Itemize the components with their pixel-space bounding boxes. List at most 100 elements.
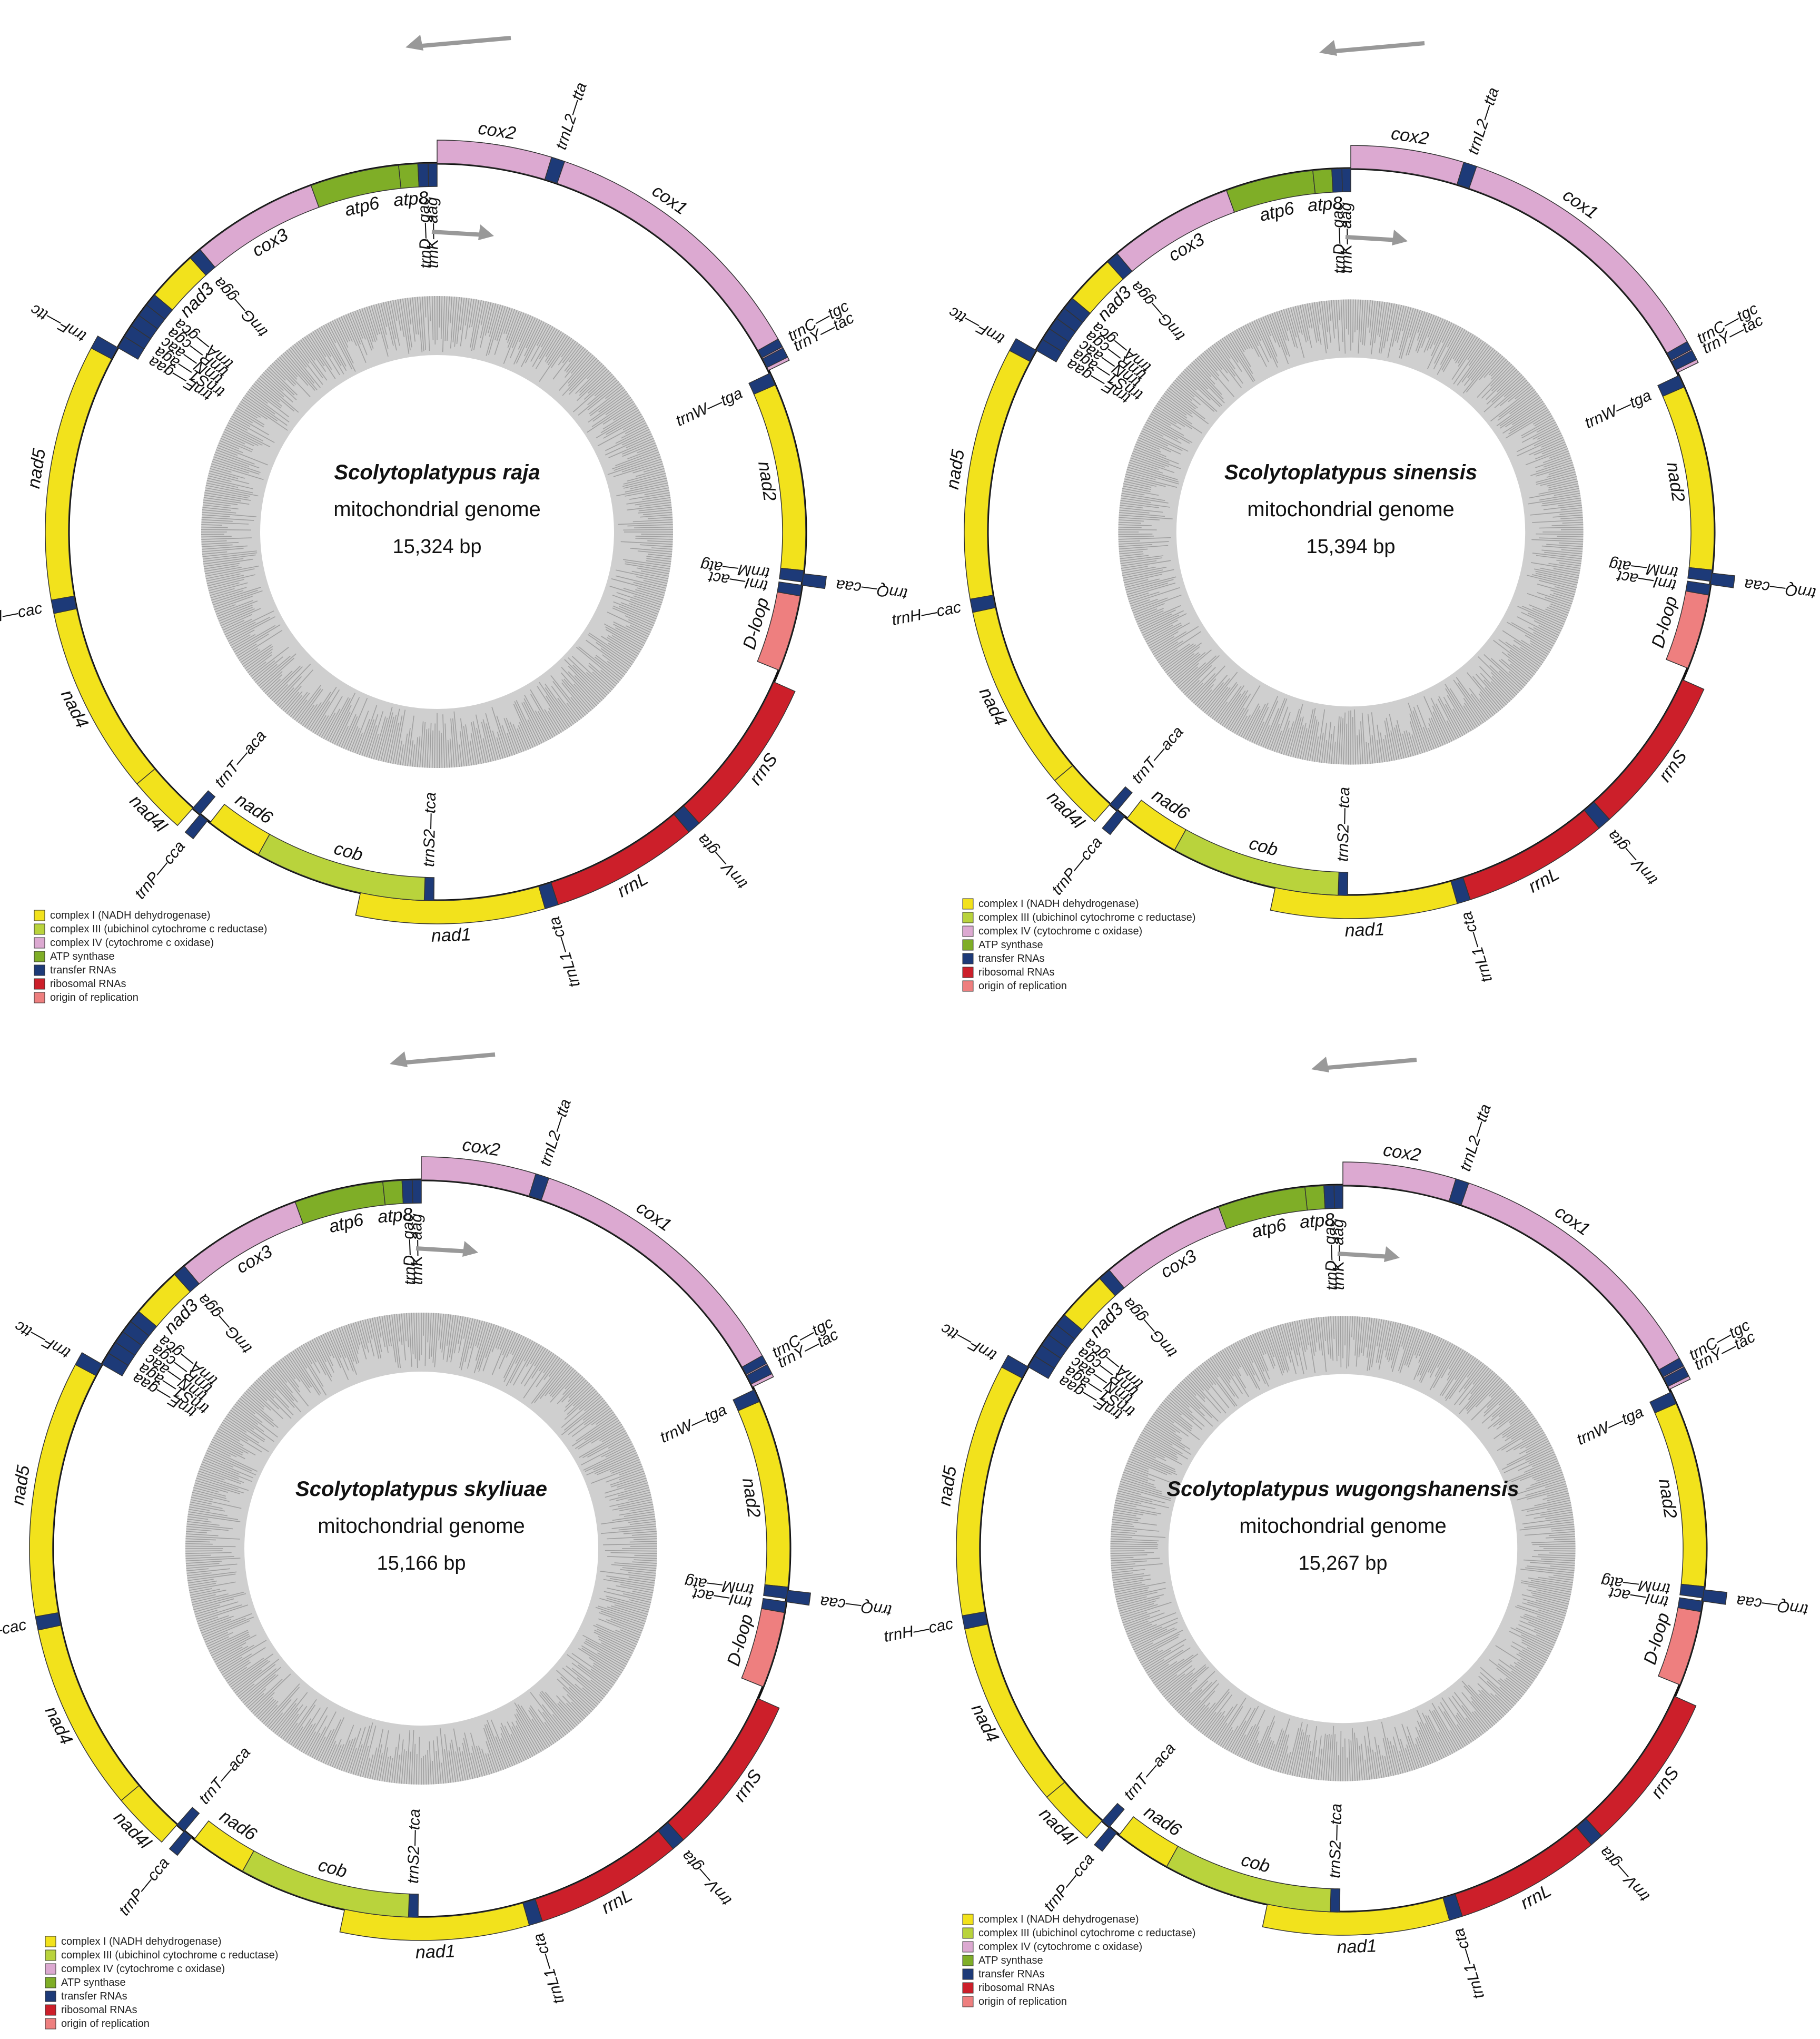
- species-name: Scolytoplatypus sinensis: [1224, 461, 1477, 484]
- gene-label: trnG—gga: [1127, 278, 1189, 344]
- legend: complex I (NADH dehydrogenase) complex II…: [45, 1936, 278, 2030]
- species-name: Scolytoplatypus wugongshanensis: [1167, 1477, 1519, 1501]
- gene-label: trnF—ttc: [946, 303, 1007, 348]
- gene-segment: [746, 1364, 773, 1385]
- gene-segment: [176, 1807, 200, 1832]
- gene-segment: [763, 1584, 788, 1599]
- gene-label: trnL2—tta: [552, 81, 590, 152]
- genome-length: 15,324 bp: [392, 536, 481, 558]
- gene-segment: [785, 1590, 812, 1606]
- gene-segment: [428, 163, 438, 187]
- legend-label: complex I (NADH dehydrogenase): [978, 1914, 1139, 1925]
- gene-label: atp8: [1307, 193, 1343, 215]
- legend-swatch: [34, 978, 45, 990]
- gene-label: cob: [1247, 833, 1280, 860]
- legend-swatch: [45, 1991, 56, 2002]
- legend-swatch: [34, 910, 45, 921]
- legend-swatch: [45, 2018, 56, 2030]
- gene-segment: [437, 140, 552, 180]
- gene-segment: [382, 1180, 404, 1206]
- legend-label: transfer RNAs: [61, 1991, 127, 2002]
- gc-skew-ticks: [201, 295, 674, 769]
- gene-segment: [417, 163, 429, 188]
- gene-label: cox2: [461, 1135, 501, 1160]
- gene-label: trnV—gta: [678, 1847, 735, 1909]
- legend-label: complex I (NADH dehydrogenase): [50, 910, 211, 921]
- gene-segment: [528, 1173, 550, 1201]
- gene-segment: [762, 347, 788, 368]
- gene-segment: [1666, 341, 1692, 361]
- gene-label: trnT—aca: [211, 727, 270, 791]
- gene-label: trnL2—tta: [537, 1097, 575, 1168]
- gene-segment: [1304, 1185, 1326, 1211]
- genome-map-panel: cox1trnW—tgatrnC—tgctrnY—tacnad2trnM—atg…: [0, 1051, 893, 2030]
- gene-segment: [801, 573, 827, 589]
- gene-segment: [1456, 162, 1477, 189]
- legend-swatch: [962, 1941, 974, 1953]
- gene-label: trnS2—tca: [1326, 1804, 1345, 1878]
- legend-label: ribosomal RNAs: [978, 1982, 1054, 1994]
- legend-swatch: [962, 939, 974, 951]
- gene-label: trnH—cac: [882, 1615, 954, 1646]
- gene-label: nad1: [1344, 919, 1385, 941]
- legend-label: complex IV (cytochrome c oxidase): [61, 1963, 225, 1975]
- gene-label: trnV—gta: [694, 831, 751, 892]
- legend-label: ATP synthase: [50, 951, 115, 962]
- gene-label: trnL2—tta: [1465, 85, 1502, 156]
- legend-label: complex III (ubichinol cytochrome c redu…: [978, 1927, 1195, 1939]
- legend-label: complex III (ubichinol cytochrome c redu…: [50, 923, 267, 935]
- gene-segment: [192, 790, 216, 815]
- gene-label: cox2: [477, 118, 517, 143]
- legend-label: complex III (ubichinol cytochrome c redu…: [978, 912, 1195, 923]
- legend-label: complex IV (cytochrome c oxidase): [50, 937, 214, 949]
- legend: complex I (NADH dehydrogenase) complex II…: [962, 1914, 1195, 2007]
- gene-segment: [1341, 168, 1351, 192]
- genome-length: 15,394 bp: [1306, 536, 1395, 558]
- gene-segment: [741, 1355, 767, 1375]
- gene-label: trnG—gga: [210, 274, 271, 340]
- gene-label: trnD—gac: [1329, 202, 1349, 274]
- legend-swatch: [45, 1963, 56, 1975]
- legend-swatch: [962, 967, 974, 978]
- gene-label: cob: [1239, 1850, 1272, 1877]
- species-name: Scolytoplatypus raja: [334, 461, 540, 484]
- gene-segment: [1350, 145, 1465, 185]
- gene-label: nad5: [8, 1464, 34, 1506]
- gene-segment: [209, 803, 270, 855]
- gene-label: trnW—tga: [1574, 1403, 1646, 1449]
- gene-segment: [1658, 1357, 1684, 1377]
- genome-subtitle: mitochondrial genome: [333, 498, 541, 521]
- gene-label: trnP—cca: [1041, 1850, 1098, 1915]
- legend-swatch: [962, 1914, 974, 1925]
- legend-swatch: [962, 1927, 974, 1939]
- gene-segment: [1679, 1583, 1705, 1599]
- legend-swatch: [962, 980, 974, 992]
- gene-label: trnP—cca: [115, 1854, 173, 1919]
- gene-segment: [757, 338, 783, 359]
- legend-swatch: [34, 937, 45, 949]
- gene-label: trnP—cca: [131, 838, 189, 902]
- gene-segment: [1665, 590, 1709, 669]
- gene-segment: [1331, 168, 1343, 193]
- legend: complex I (NADH dehydrogenase) complex II…: [962, 898, 1195, 992]
- gene-segment: [1338, 871, 1349, 896]
- legend-label: complex I (NADH dehydrogenase): [61, 1936, 222, 1947]
- gene-segment: [1312, 169, 1333, 194]
- gene-segment: [408, 1893, 419, 1918]
- gene-label: trnS2—tca: [404, 1809, 423, 1884]
- gene-label: trnQ—caa: [835, 576, 908, 603]
- legend-label: transfer RNAs: [978, 1968, 1045, 1980]
- gene-label: trnH—cac: [0, 1616, 28, 1647]
- legend-label: complex I (NADH dehydrogenase): [978, 898, 1139, 910]
- gene-label: trnS2—tca: [1334, 787, 1353, 862]
- gene-segment: [1330, 1888, 1341, 1913]
- gene-label: trnP—cca: [1049, 833, 1106, 898]
- gene-label: nad5: [24, 447, 50, 490]
- gene-label: trnF—ttc: [27, 301, 89, 346]
- strand-direction-arrows: [1311, 1057, 1417, 1262]
- legend-label: origin of replication: [61, 2018, 150, 2030]
- genome-map-panel: cox1trnW—tgatrnC—tgctrnY—tacnad2trnM—atg…: [882, 1057, 1809, 2007]
- strand-direction-arrows: [405, 35, 511, 240]
- gene-label: trnV—gta: [1596, 1843, 1653, 1905]
